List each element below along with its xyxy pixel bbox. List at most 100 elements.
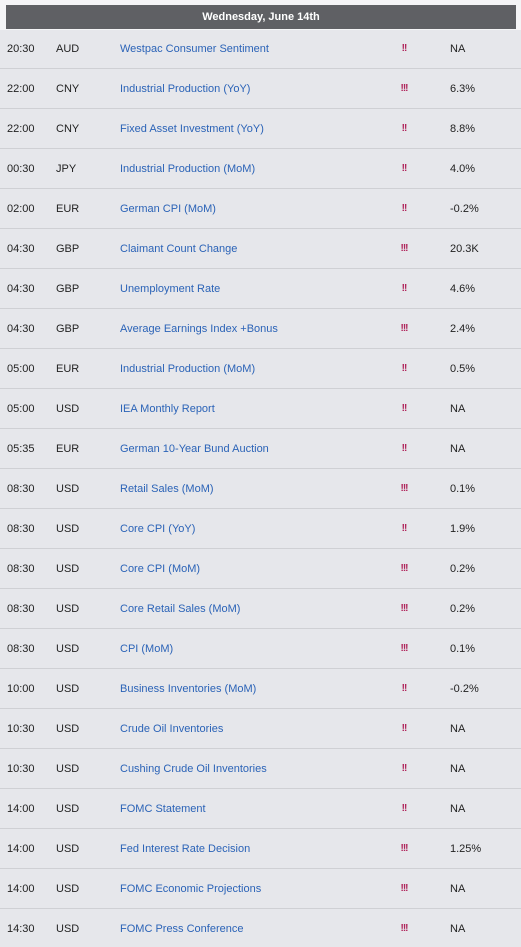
event-name-link[interactable]: FOMC Statement: [120, 803, 206, 815]
event-value: -0.2%: [450, 203, 479, 215]
table-row: 22:00 CNY Fixed Asset Investment (YoY)!! 8.…: [0, 109, 521, 149]
importance-indicator: !!: [401, 163, 408, 174]
event-name-link[interactable]: Business Inventories (MoM): [120, 683, 257, 695]
event-currency: USD: [56, 763, 80, 775]
event-value: 1.25%: [450, 843, 482, 855]
event-name-link[interactable]: Industrial Production (MoM): [120, 163, 256, 175]
event-currency: USD: [56, 803, 80, 815]
event-time: 05:00: [7, 363, 35, 375]
event-value: 2.4%: [450, 323, 476, 335]
event-time: 00:30: [7, 163, 35, 175]
table-row: 10:30 USD Cushing Crude Oil Inventories!! N…: [0, 749, 521, 789]
event-name-link[interactable]: Retail Sales (MoM): [120, 483, 214, 495]
importance-indicator: !!!: [400, 483, 409, 494]
table-row: 04:30 GBP Unemployment Rate!! 4.6%: [0, 269, 521, 309]
event-currency: JPY: [56, 163, 77, 175]
event-time: 10:30: [7, 763, 35, 775]
event-time: 22:00: [7, 123, 35, 135]
table-row: 08:30 USD Core Retail Sales (MoM)!!! 0.2%: [0, 589, 521, 629]
event-name-link[interactable]: Core CPI (MoM): [120, 563, 201, 575]
table-row: 02:00 EUR German CPI (MoM)!! -0.2%: [0, 189, 521, 229]
event-time: 22:00: [7, 83, 35, 95]
importance-indicator: !!!: [400, 563, 409, 574]
event-time: 02:00: [7, 203, 35, 215]
event-name-link[interactable]: CPI (MoM): [120, 643, 174, 655]
table-row: 14:00 USD FOMC Economic Projections!!! NA: [0, 869, 521, 909]
event-time: 04:30: [7, 323, 35, 335]
importance-indicator: !!: [401, 43, 408, 54]
event-value: 1.9%: [450, 523, 476, 535]
importance-indicator: !!!: [400, 83, 409, 94]
table-row: 08:30 USD Core CPI (YoY)!! 1.9%: [0, 509, 521, 549]
table-row: 10:30 USD Crude Oil Inventories!! NA: [0, 709, 521, 749]
event-name-link[interactable]: Industrial Production (YoY): [120, 83, 251, 95]
event-value: 20.3K: [450, 243, 479, 255]
event-name-link[interactable]: FOMC Press Conference: [120, 923, 244, 935]
event-name-link[interactable]: German CPI (MoM): [120, 203, 216, 215]
event-value: 4.6%: [450, 283, 476, 295]
event-name-link[interactable]: Industrial Production (MoM): [120, 363, 256, 375]
importance-indicator: !!: [401, 443, 408, 454]
event-value: 0.5%: [450, 363, 476, 375]
event-name-link[interactable]: Average Earnings Index +Bonus: [120, 323, 278, 335]
table-row: 10:00 USD Business Inventories (MoM)!! -0.2…: [0, 669, 521, 709]
event-value: NA: [450, 923, 466, 935]
event-name-link[interactable]: Core Retail Sales (MoM): [120, 603, 241, 615]
importance-indicator: !!!: [400, 603, 409, 614]
importance-indicator: !!: [401, 203, 408, 214]
event-time: 10:00: [7, 683, 35, 695]
event-currency: USD: [56, 883, 80, 895]
event-currency: CNY: [56, 83, 80, 95]
event-name-link[interactable]: Claimant Count Change: [120, 243, 238, 255]
importance-indicator: !!!: [400, 643, 409, 654]
event-currency: USD: [56, 523, 80, 535]
event-currency: USD: [56, 843, 80, 855]
event-value: NA: [450, 763, 466, 775]
event-name-link[interactable]: Westpac Consumer Sentiment: [120, 43, 269, 55]
event-name-link[interactable]: Fed Interest Rate Decision: [120, 843, 251, 855]
event-time: 08:30: [7, 643, 35, 655]
event-time: 08:30: [7, 523, 35, 535]
event-name-link[interactable]: Core CPI (YoY): [120, 523, 196, 535]
table-row: 08:30 USD Retail Sales (MoM)!!! 0.1%: [0, 469, 521, 509]
event-time: 20:30: [7, 43, 35, 55]
event-value: 8.8%: [450, 123, 476, 135]
event-time: 08:30: [7, 563, 35, 575]
importance-indicator: !!: [401, 403, 408, 414]
event-name-link[interactable]: German 10-Year Bund Auction: [120, 443, 269, 455]
event-currency: GBP: [56, 283, 80, 295]
event-value: 0.2%: [450, 603, 476, 615]
table-row: 20:30 AUD Westpac Consumer Sentiment!! NA: [0, 29, 521, 69]
date-header-title: Wednesday, June 14th: [6, 5, 516, 29]
event-value: NA: [450, 403, 466, 415]
event-time: 04:30: [7, 243, 35, 255]
table-row: 04:30 GBP Claimant Count Change!!! 20.3K: [0, 229, 521, 269]
event-name-link[interactable]: Unemployment Rate: [120, 283, 221, 295]
event-value: -0.2%: [450, 683, 479, 695]
event-name-link[interactable]: FOMC Economic Projections: [120, 883, 262, 895]
event-name-link[interactable]: Crude Oil Inventories: [120, 723, 224, 735]
event-value: NA: [450, 443, 466, 455]
importance-indicator: !!: [401, 523, 408, 534]
importance-indicator: !!!: [400, 883, 409, 894]
event-value: NA: [450, 883, 466, 895]
event-currency: CNY: [56, 123, 80, 135]
event-name-link[interactable]: Cushing Crude Oil Inventories: [120, 763, 267, 775]
event-name-link[interactable]: IEA Monthly Report: [120, 403, 215, 415]
table-row: 08:30 USD Core CPI (MoM)!!! 0.2%: [0, 549, 521, 589]
table-row: 05:00 USD IEA Monthly Report!! NA: [0, 389, 521, 429]
event-currency: USD: [56, 563, 80, 575]
event-currency: USD: [56, 923, 80, 935]
event-value: NA: [450, 43, 466, 55]
table-row: 22:00 CNY Industrial Production (YoY)!!! 6.…: [0, 69, 521, 109]
event-currency: USD: [56, 483, 80, 495]
table-row: 14:00 USD Fed Interest Rate Decision!!! 1.2…: [0, 829, 521, 869]
event-time: 14:00: [7, 843, 35, 855]
event-time: 14:30: [7, 923, 35, 935]
event-value: 4.0%: [450, 163, 476, 175]
event-time: 08:30: [7, 483, 35, 495]
event-currency: AUD: [56, 43, 80, 55]
event-name-link[interactable]: Fixed Asset Investment (YoY): [120, 123, 264, 135]
table-row: 05:35 EUR German 10-Year Bund Auction!! NA: [0, 429, 521, 469]
